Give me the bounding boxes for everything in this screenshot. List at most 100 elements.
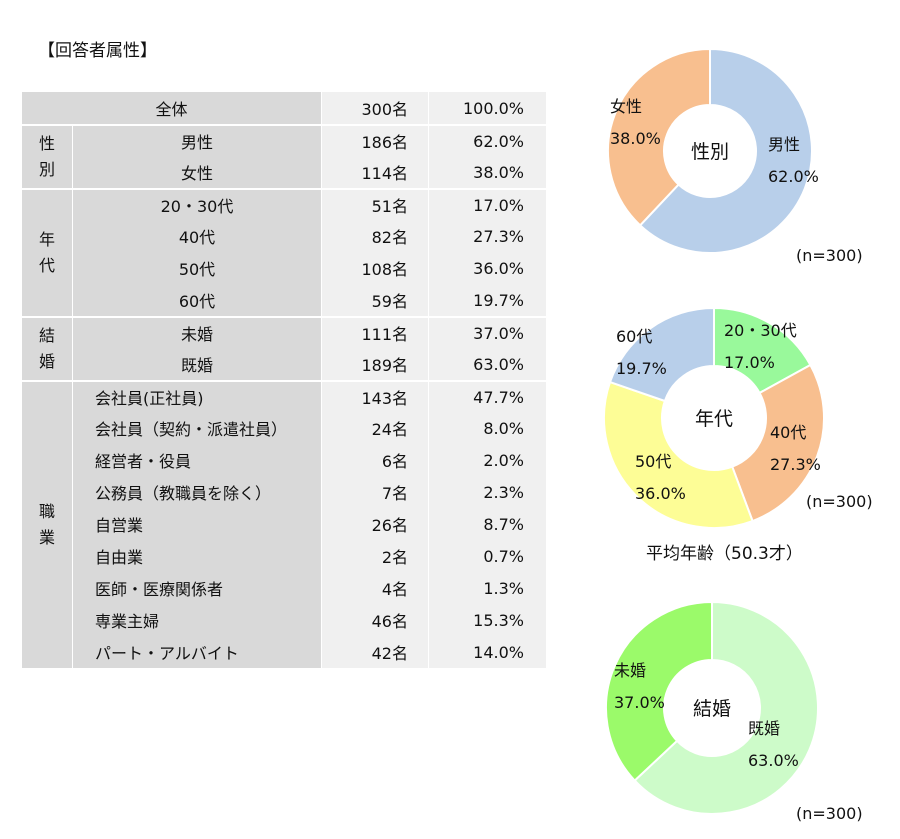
slice-value-label: 17.0%: [724, 353, 775, 372]
row-count: 51名: [322, 188, 429, 220]
table-row: 職業会社員(正社員) 143名 47.7%: [22, 380, 546, 668]
slice-category-label: 既婚: [748, 719, 780, 738]
row-pct: 47.7%: [429, 380, 546, 412]
donut-slice-0: [633, 600, 819, 815]
age-sample-size: (n=300): [806, 492, 873, 511]
row-pct: 37.0%: [429, 316, 546, 348]
row-pct: 38.0%: [429, 156, 546, 188]
donut-center-label: 性別: [691, 141, 729, 163]
respondent-attributes-table: 全体 300名 100.0% 性別男性 186名 62.0% 女性 114名 38.0% 年代 20…: [22, 92, 546, 668]
table-row: 女性 114名 38.0%: [22, 156, 546, 188]
group-label-char: 年: [38, 230, 55, 249]
row-pct: 17.0%: [429, 188, 546, 220]
group-label-1: 年代: [22, 188, 73, 316]
group-label-char: 業: [38, 528, 55, 547]
row-pct: 8.7%: [429, 508, 546, 540]
donut-slice-3: [608, 306, 715, 403]
row-pct: 8.0%: [429, 412, 546, 444]
group-label-char: 性: [38, 134, 55, 153]
row-label: 20・30代: [73, 188, 322, 220]
total-pct: 100.0%: [429, 92, 546, 124]
slice-value-label: 38.0%: [610, 129, 661, 148]
total-count: 300名: [322, 92, 429, 124]
table-row: 40代 82名 27.3%: [22, 220, 546, 252]
table-row: 経営者・役員 6名 2.0%: [22, 444, 546, 476]
table-row: 自営業 26名 8.7%: [22, 508, 546, 540]
page-title: 【回答者属性】: [38, 41, 157, 61]
table-row: 会社員（契約・派遣社員） 24名 8.0%: [22, 412, 546, 444]
table-row: 性別男性 186名 62.0%: [22, 124, 546, 188]
table-row: 医師・医療関係者 4名 1.3%: [22, 572, 546, 604]
group-label-char: 結: [38, 326, 55, 345]
row-pct: 2.3%: [429, 476, 546, 508]
row-pct: 2.0%: [429, 444, 546, 476]
donut-center-label: 結婚: [693, 698, 731, 720]
row-pct: 15.3%: [429, 604, 546, 636]
slice-category-label: 未婚: [614, 661, 646, 680]
row-label: 自由業: [73, 540, 322, 572]
donut-slice-1: [730, 363, 825, 523]
row-pct: 0.7%: [429, 540, 546, 572]
row-count: 111名: [322, 316, 429, 348]
group-label-0: 性別: [22, 124, 73, 188]
row-count: 42名: [322, 636, 429, 668]
group-label-2: 結婚: [22, 316, 73, 380]
slice-category-label: 40代: [770, 423, 806, 442]
group-label-char: 職: [38, 502, 55, 521]
table-row: 結婚未婚 111名 37.0%: [22, 316, 546, 380]
row-label: 医師・医療関係者: [73, 572, 322, 604]
table-row: 既婚 189名 63.0%: [22, 348, 546, 380]
row-pct: 63.0%: [429, 348, 546, 380]
table-row: 年代 20・30代 51名 17.0%: [22, 188, 546, 316]
row-count: 59名: [322, 284, 429, 316]
row-label: 女性: [73, 156, 322, 188]
table-row: 公務員（教職員を除く） 7名 2.3%: [22, 476, 546, 508]
row-label: 会社員(正社員): [73, 380, 322, 412]
row-label: 60代: [73, 284, 322, 316]
row-count: 108名: [322, 252, 429, 284]
gender-donut-chart: 性別 男性 62.0% 女性 38.0%: [600, 46, 820, 266]
row-label: 未婚: [73, 316, 322, 348]
row-pct: 27.3%: [429, 220, 546, 252]
slice-category-label: 男性: [768, 135, 800, 154]
gender-sample-size: (n=300): [796, 246, 863, 265]
row-label: 既婚: [73, 348, 322, 380]
table-row: 50代 108名 36.0%: [22, 252, 546, 284]
row-count: 6名: [322, 444, 429, 476]
row-label: 専業主婦: [73, 604, 322, 636]
row-label: 経営者・役員: [73, 444, 322, 476]
row-label: パート・アルバイト: [73, 636, 322, 668]
slice-category-label: 60代: [616, 327, 652, 346]
donut-slice-1: [607, 47, 711, 227]
row-count: 46名: [322, 604, 429, 636]
row-label: 会社員（契約・派遣社員）: [73, 412, 322, 444]
slice-value-label: 37.0%: [614, 693, 665, 712]
slice-value-label: 63.0%: [748, 751, 799, 770]
row-count: 186名: [322, 124, 429, 156]
row-count: 2名: [322, 540, 429, 572]
row-label: 自営業: [73, 508, 322, 540]
slice-category-label: 女性: [610, 97, 642, 116]
row-pct: 19.7%: [429, 284, 546, 316]
row-count: 82名: [322, 220, 429, 252]
row-count: 114名: [322, 156, 429, 188]
table-row: 自由業 2名 0.7%: [22, 540, 546, 572]
row-pct: 36.0%: [429, 252, 546, 284]
row-count: 7名: [322, 476, 429, 508]
donut-center-label: 年代: [695, 408, 733, 430]
row-count: 4名: [322, 572, 429, 604]
table-row: パート・アルバイト 42名 14.0%: [22, 636, 546, 668]
marriage-donut-chart: 結婚 既婚 63.0% 未婚 37.0%: [600, 600, 824, 824]
table-row: 60代 59名 19.7%: [22, 284, 546, 316]
row-count: 26名: [322, 508, 429, 540]
row-pct: 14.0%: [429, 636, 546, 668]
slice-category-label: 20・30代: [724, 321, 797, 340]
total-label: 全体: [22, 92, 322, 124]
donut-slice-1: [605, 600, 713, 782]
group-label-3: 職業: [22, 380, 73, 668]
marriage-sample-size: (n=300): [796, 804, 863, 823]
average-age-caption: 平均年齢（50.3才）: [646, 544, 803, 564]
donut-slice-2: [603, 380, 754, 529]
row-pct: 62.0%: [429, 124, 546, 156]
row-label: 男性: [73, 124, 322, 156]
